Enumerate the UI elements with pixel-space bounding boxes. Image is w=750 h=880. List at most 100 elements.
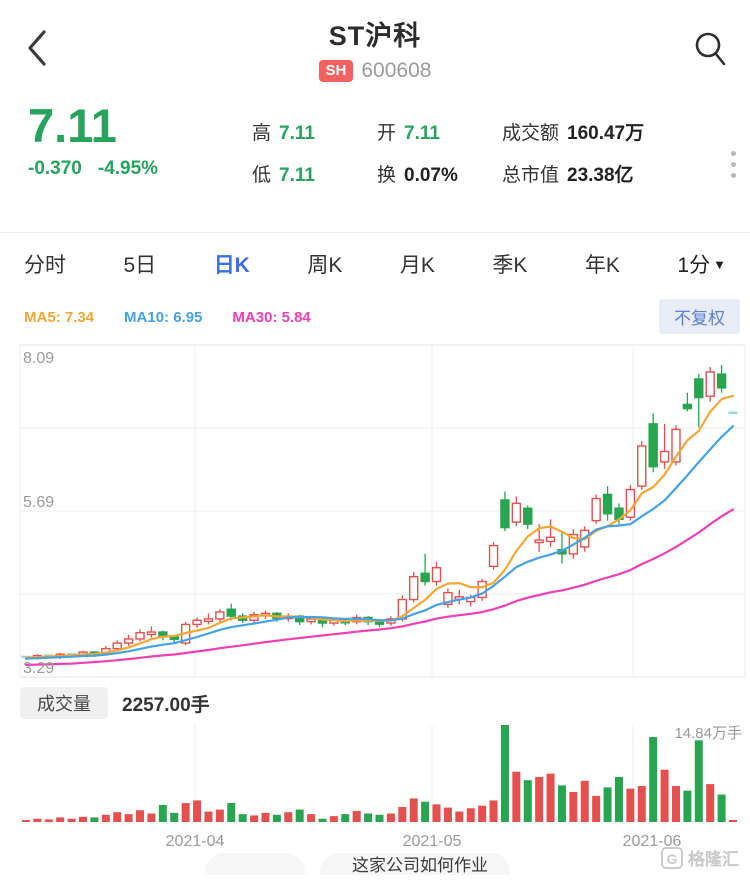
- volume-bar: [67, 818, 76, 822]
- volume-bar: [181, 803, 190, 822]
- volume-bar: [500, 725, 509, 822]
- volume-bar: [455, 811, 464, 822]
- candle: [409, 576, 419, 601]
- volume-bar: [592, 795, 601, 822]
- price-tick-max: 8.09: [23, 350, 54, 367]
- ma-legend: MA5: 7.34 MA10: 6.95 MA30: 5.84 不复权: [0, 295, 750, 339]
- candle: [659, 450, 670, 463]
- volume-bar: [512, 771, 521, 822]
- volume-bar: [626, 788, 635, 822]
- candle: [511, 502, 522, 523]
- more-menu-icon[interactable]: [722, 136, 744, 192]
- ma-lines: [24, 394, 735, 667]
- volume-bar: [386, 813, 395, 822]
- tab-weekly-k[interactable]: 周K: [307, 254, 343, 277]
- volume-bar: [649, 737, 658, 822]
- candle: [500, 499, 510, 529]
- volume-max-label: 14.84万手: [674, 725, 742, 742]
- volume-bar: [318, 818, 327, 822]
- volume-bar: [90, 817, 99, 822]
- kline-chart[interactable]: 8.09 5.69 3.29 成交量 2257.00手 14.84万手 2021…: [0, 339, 750, 880]
- volume-bar: [706, 784, 715, 822]
- volume-bar: [535, 776, 544, 822]
- x-tick-april: 2021-04: [166, 833, 225, 850]
- volume-bar: [375, 814, 384, 822]
- suggestion-chip-1[interactable]: [205, 853, 305, 880]
- volume-bar: [569, 791, 578, 822]
- volume-bar: [33, 818, 42, 822]
- candle: [431, 567, 442, 583]
- candle: [637, 445, 647, 487]
- candle: [648, 423, 658, 468]
- volume-bar: [398, 806, 407, 822]
- header: ST沪科 SH 600608: [0, 0, 750, 96]
- volume-bar: [215, 809, 224, 822]
- volume-bar: [136, 810, 145, 822]
- stat-high: 高 7.11: [252, 122, 315, 144]
- x-tick-june: 2021-06: [623, 833, 682, 850]
- volume-bar: [364, 813, 373, 822]
- volume-bar: [660, 769, 669, 822]
- stat-market-cap: 总市值 23.38亿: [502, 164, 634, 186]
- volume-bar: [307, 814, 316, 822]
- x-tick-may: 2021-05: [403, 833, 462, 850]
- volume-label: 成交量: [37, 694, 91, 714]
- adjust-mode-button[interactable]: 不复权: [659, 299, 740, 334]
- stat-turnover: 成交额 160.47万: [502, 122, 645, 144]
- volume-bar: [204, 811, 213, 822]
- candle: [443, 591, 453, 606]
- volume-bar: [22, 820, 30, 822]
- volume-bar: [432, 804, 441, 822]
- candle: [146, 631, 157, 636]
- svg-text:G: G: [667, 851, 678, 867]
- candle: [671, 428, 681, 463]
- volume-bar: [124, 814, 133, 822]
- volume-bar: [101, 814, 110, 822]
- volume-bar: [158, 805, 167, 822]
- suggestion-chip-2[interactable]: [320, 853, 510, 880]
- candle: [694, 378, 704, 399]
- volume-bar: [580, 780, 589, 822]
- volume-bar: [79, 816, 88, 822]
- candle: [488, 544, 499, 568]
- volume-label-chip: [20, 687, 108, 719]
- candle: [545, 536, 556, 543]
- suggestion-chip-2-label: 这家公司如何作业: [352, 856, 488, 875]
- search-icon[interactable]: [690, 26, 730, 70]
- candle: [112, 642, 122, 650]
- tab-monthly-k[interactable]: 月K: [399, 254, 435, 277]
- tab-minute[interactable]: 分时: [24, 254, 66, 277]
- tab-yearly-k[interactable]: 年K: [584, 254, 620, 277]
- volume-bar: [295, 809, 304, 822]
- volume-bar: [614, 776, 623, 822]
- chart-grid: [19, 344, 746, 822]
- volume-value: 2257.00手: [122, 693, 210, 716]
- watermark-logo: G 格隆汇: [661, 847, 739, 869]
- tab-quarterly-k[interactable]: 季K: [492, 254, 528, 277]
- volume-bar: [409, 798, 418, 822]
- tab-5day[interactable]: 5日: [123, 254, 157, 277]
- candle: [215, 611, 225, 620]
- candle: [420, 572, 430, 583]
- volume-bar: [683, 790, 692, 822]
- volume-bar: [113, 812, 122, 822]
- volume-bar: [546, 773, 555, 822]
- back-icon[interactable]: [22, 26, 52, 70]
- volume-bar: [329, 816, 338, 822]
- candle: [192, 619, 202, 626]
- interval-dropdown[interactable]: 1分 ▼: [677, 254, 726, 277]
- candle: [534, 539, 544, 544]
- tab-daily-k[interactable]: 日K: [213, 254, 250, 277]
- candle: [682, 403, 693, 410]
- stat-low: 低 7.11: [252, 164, 315, 186]
- candle: [169, 636, 179, 641]
- volume-bar: [238, 814, 247, 822]
- price-tick-mid: 5.69: [23, 494, 54, 511]
- candle: [203, 618, 214, 623]
- volume-bar: [478, 805, 487, 822]
- chevron-down-icon: ▼: [713, 256, 726, 272]
- stock-code: 600608: [361, 59, 432, 82]
- candle: [602, 493, 613, 515]
- stock-title: ST沪科: [328, 21, 422, 51]
- volume-bar: [671, 786, 680, 822]
